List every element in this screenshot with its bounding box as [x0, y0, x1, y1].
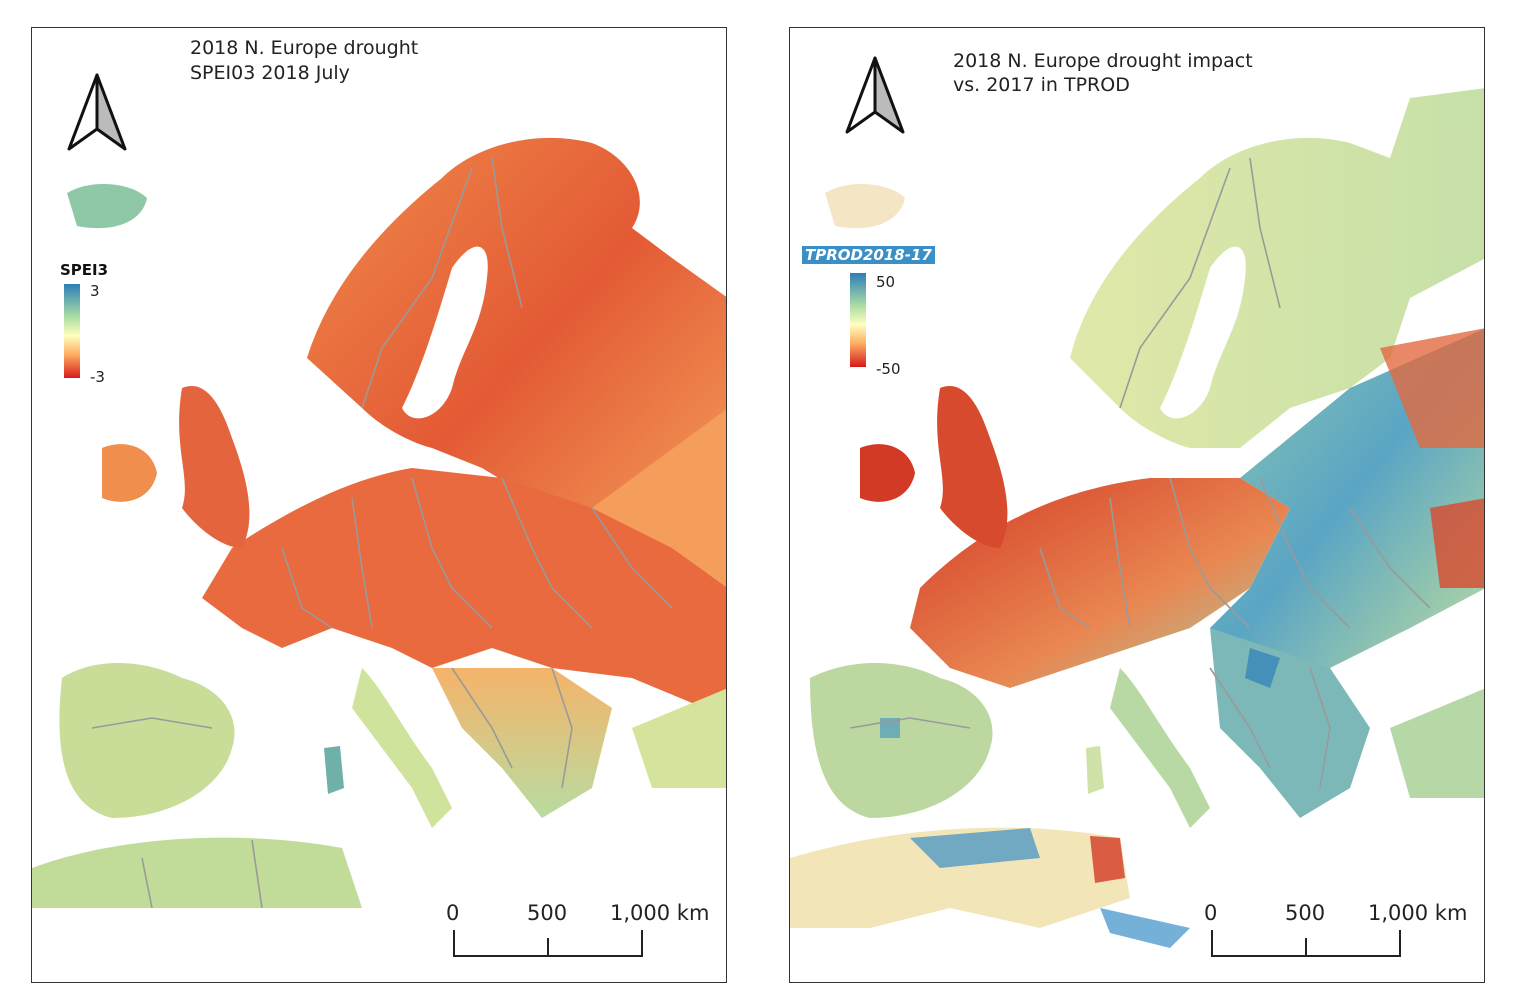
- iceland: [67, 183, 147, 229]
- great-britain: [179, 386, 250, 548]
- great-britain: [937, 386, 1008, 548]
- legend-title: SPEI3: [60, 261, 109, 279]
- ireland: [102, 444, 157, 502]
- north-arrow-icon: [845, 56, 905, 134]
- italy: [352, 668, 452, 828]
- scale-label-1000: 1,000 km: [610, 901, 710, 925]
- scale-label-500: 500: [527, 901, 568, 925]
- legend-min-label: -3: [90, 368, 105, 386]
- scale-label-0: 0: [446, 901, 460, 925]
- central-europe: [202, 468, 726, 718]
- balkans: [432, 668, 612, 818]
- iceland: [825, 183, 905, 229]
- iberia: [59, 663, 235, 818]
- scale-label-0: 0: [1204, 901, 1218, 925]
- italy: [1110, 668, 1210, 828]
- map-title-line2: vs. 2017 in TPROD: [953, 74, 1130, 96]
- legend-title: TPROD2018-17: [802, 246, 935, 264]
- scandinavia: [307, 137, 726, 588]
- map-title-line1: 2018 N. Europe drought impact: [953, 50, 1253, 72]
- turkey: [1390, 688, 1484, 798]
- north-arrow-icon: [67, 73, 127, 151]
- scale-label-500: 500: [1285, 901, 1326, 925]
- scandinavia: [1070, 88, 1484, 448]
- north-africa: [790, 827, 1130, 928]
- europe-map-tprod: [790, 88, 1484, 948]
- north-africa: [32, 837, 362, 908]
- map-title-line1: 2018 N. Europe drought: [190, 37, 419, 59]
- scale-bar: [453, 930, 643, 957]
- map-title-line2: SPEI03 2018 July: [190, 62, 350, 84]
- iberia: [810, 663, 993, 818]
- legend-colorbar: [850, 273, 866, 367]
- eastern-europe: [592, 409, 726, 587]
- scale-bar: [1211, 930, 1401, 957]
- legend-min-label: -50: [876, 360, 901, 378]
- legend-colorbar: [64, 284, 80, 378]
- legend-max-label: 3: [90, 282, 100, 300]
- map-panel-spei: 2018 N. Europe drought SPEI03 2018 July …: [31, 27, 727, 983]
- ireland: [860, 444, 915, 502]
- europe-map-spei: [32, 137, 726, 909]
- legend-max-label: 50: [876, 273, 896, 291]
- scale-label-1000: 1,000 km: [1368, 901, 1468, 925]
- map-panel-tprod: 2018 N. Europe drought impact vs. 2017 i…: [789, 27, 1485, 983]
- turkey: [632, 688, 726, 788]
